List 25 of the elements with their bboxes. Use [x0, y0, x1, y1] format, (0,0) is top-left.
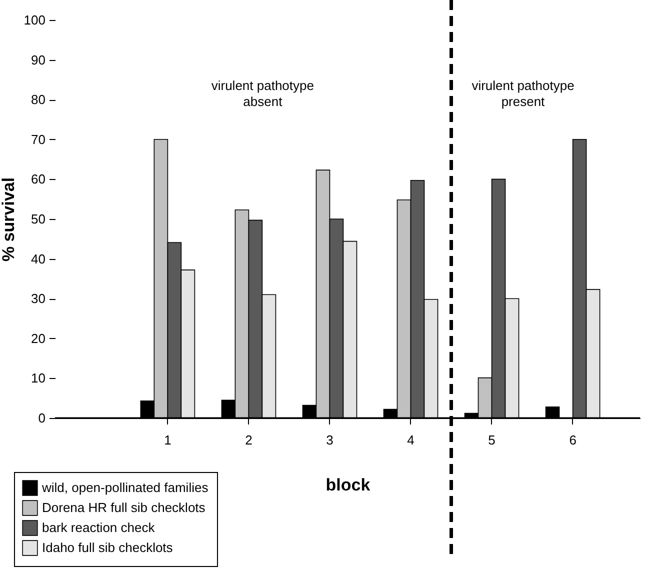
- x-axis-title: block: [326, 476, 371, 494]
- x-tick-label: 5: [488, 432, 496, 448]
- legend-label: wild, open-pollinated families: [41, 480, 209, 495]
- x-tick-label: 1: [164, 432, 172, 448]
- y-tick-label: 50: [31, 212, 46, 226]
- x-tick-label: 6: [569, 432, 576, 448]
- y-tick-label: 60: [31, 172, 46, 187]
- y-tick-label: 70: [31, 132, 46, 147]
- y-tick-label: 100: [24, 12, 46, 28]
- legend-label: bark reaction check: [42, 520, 156, 535]
- y-tick-label: 0: [38, 410, 46, 426]
- y-tick-label: 30: [31, 291, 46, 306]
- annotation: virulent pathotype present: [472, 78, 574, 109]
- x-tick-label: 2: [245, 432, 252, 448]
- x-tick-label: 4: [407, 432, 414, 448]
- y-tick-label: 90: [31, 52, 46, 68]
- x-tick-label: 3: [326, 432, 334, 448]
- legend-label: Dorena HR full sib checklots: [42, 500, 206, 515]
- y-tick-label: 20: [31, 330, 46, 346]
- y-tick-label: 40: [31, 251, 46, 266]
- y-axis-title: % survival: [0, 177, 18, 262]
- legend-label: Idaho full sib checklots: [42, 540, 174, 555]
- y-tick-label: 80: [31, 92, 46, 108]
- y-tick-label: 10: [31, 370, 46, 386]
- annotation: virulent pathotype absent: [211, 78, 314, 109]
